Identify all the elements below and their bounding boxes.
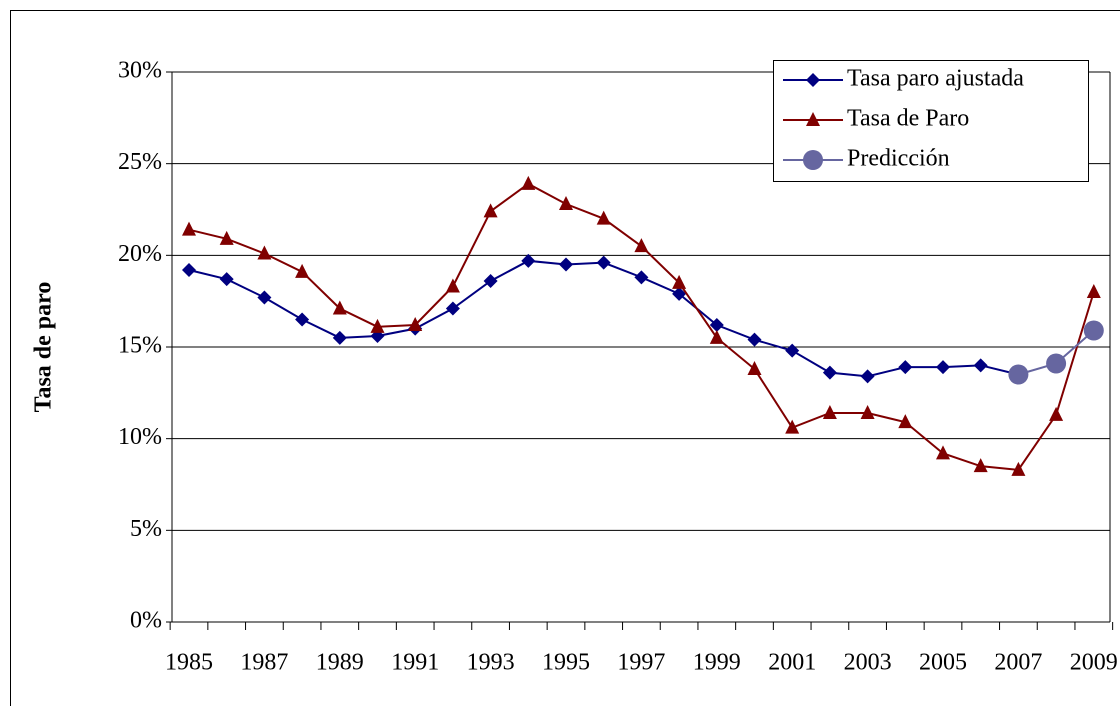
point: [1046, 353, 1067, 374]
x-tick-label: 1993: [467, 650, 515, 676]
point: [860, 369, 875, 384]
y-tick-label: 5%: [130, 516, 162, 542]
point: [521, 175, 536, 190]
point: [445, 278, 460, 293]
point: [370, 318, 385, 333]
point: [672, 286, 687, 301]
point: [257, 245, 272, 260]
point: [521, 253, 536, 268]
point: [709, 318, 724, 332]
point: [822, 405, 837, 419]
point: [182, 263, 196, 277]
x-tick-label: 1989: [316, 650, 364, 676]
point: [295, 263, 310, 278]
x-tick-label: 1985: [165, 650, 213, 676]
point: [936, 360, 950, 375]
point: [596, 255, 611, 270]
y-tick-label: 25%: [118, 149, 162, 175]
point: [973, 358, 988, 373]
point: [596, 210, 611, 225]
point: [219, 272, 234, 287]
x-tick-label: 2007: [994, 650, 1042, 676]
y-tick-label: 15%: [118, 333, 162, 359]
point: [785, 419, 800, 434]
point: [709, 329, 724, 344]
x-tick-label: 2005: [919, 650, 967, 676]
legend-marker: [803, 150, 823, 170]
point: [634, 270, 649, 285]
y-tick-label: 30%: [118, 58, 162, 84]
point: [559, 196, 573, 210]
point: [747, 361, 762, 375]
legend-label: Predicción: [847, 146, 950, 172]
point: [182, 221, 196, 236]
point: [1049, 406, 1064, 421]
point: [898, 360, 913, 375]
legend-marker: [806, 73, 820, 87]
x-tick-label: 2009: [1070, 650, 1118, 676]
point: [295, 312, 310, 327]
y-tick-label: 0%: [130, 608, 162, 634]
point: [898, 414, 913, 429]
x-tick-label: 1991: [391, 650, 439, 676]
legend-label: Tasa de Paro: [847, 106, 969, 132]
point: [332, 330, 347, 345]
point: [1083, 320, 1104, 341]
point: [445, 301, 460, 316]
legend-label: Tasa paro ajustada: [847, 66, 1024, 92]
y-axis-label: Tasa de paro: [31, 282, 57, 413]
y-tick-label: 20%: [118, 241, 162, 267]
point: [785, 343, 800, 358]
x-tick-label: 1987: [240, 650, 288, 676]
point: [860, 405, 875, 419]
point: [747, 332, 762, 347]
point: [559, 257, 573, 272]
legend-marker: [806, 112, 820, 126]
point: [483, 274, 498, 288]
point: [634, 238, 649, 253]
point: [1011, 461, 1026, 476]
x-tick-label: 1999: [693, 650, 741, 676]
point: [936, 445, 950, 460]
point: [408, 317, 423, 331]
x-tick-label: 2001: [768, 650, 816, 676]
point: [483, 203, 498, 218]
point: [257, 290, 272, 305]
point: [822, 365, 837, 380]
point: [1008, 364, 1029, 385]
point: [973, 458, 988, 473]
y-tick-label: 10%: [118, 424, 162, 450]
x-tick-label: 2003: [844, 650, 892, 676]
point: [672, 274, 687, 289]
x-tick-label: 1995: [542, 650, 590, 676]
point: [219, 230, 234, 245]
x-tick-label: 1997: [617, 650, 665, 676]
point: [1086, 284, 1101, 298]
point: [332, 300, 347, 315]
